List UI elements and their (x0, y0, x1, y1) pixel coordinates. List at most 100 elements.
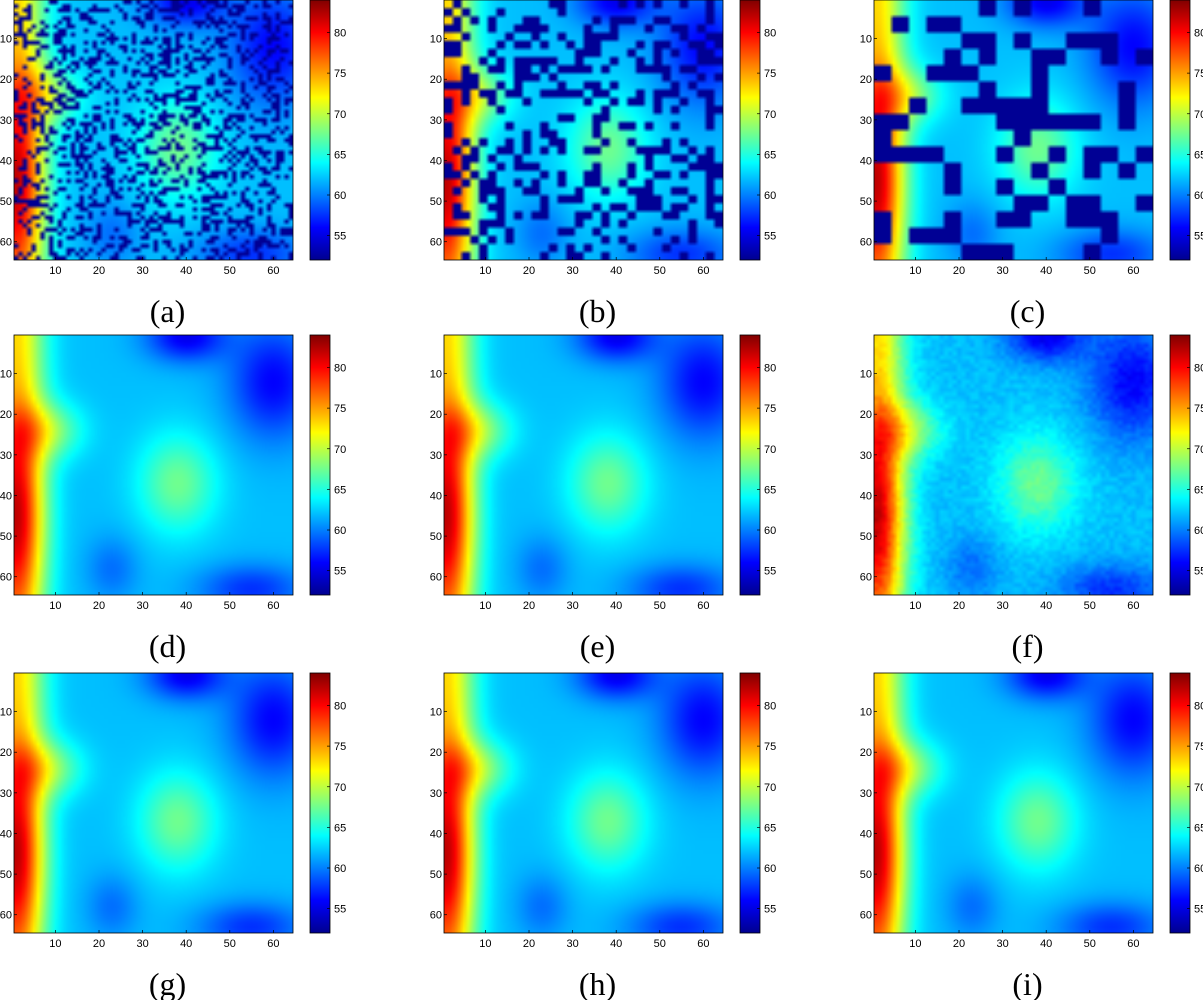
plot-frame (443, 0, 724, 261)
y-tick-label: 10 (0, 369, 12, 381)
y-tick-label: 20 (430, 747, 442, 759)
panel-caption: (f) (1012, 628, 1044, 664)
x-tick-label: 60 (697, 600, 709, 612)
panel-caption: (e) (580, 628, 616, 664)
plot-frame (443, 672, 724, 934)
y-tick-label: 10 (430, 369, 442, 381)
colorbar-tick-label: 60 (334, 863, 346, 875)
y-tick-label: 40 (860, 490, 872, 502)
y-tick-label: 20 (430, 409, 442, 421)
x-tick-label: 40 (610, 938, 622, 950)
x-tick-label: 40 (610, 600, 622, 612)
colorbar (309, 334, 331, 596)
y-tick-label: 30 (860, 450, 872, 462)
x-tick-label: 10 (479, 265, 491, 277)
colorbar-tick-label: 65 (1194, 822, 1203, 834)
colorbar-tick-label: 55 (764, 566, 776, 578)
x-tick-label: 20 (523, 938, 535, 950)
colorbar-tick-label: 60 (764, 525, 776, 537)
y-tick-label: 50 (0, 869, 12, 881)
colorbar-tick-label: 60 (1194, 863, 1203, 875)
colorbar-tick-label: 65 (334, 822, 346, 834)
colorbar-tick-label: 75 (764, 68, 776, 80)
y-tick-label: 20 (0, 747, 12, 759)
x-tick-label: 50 (1084, 265, 1096, 277)
panel-g: 10 20 30 40 50 60 10 20 30 40 50 60 55 60 65 70 75 80 (g) (0, 672, 346, 1000)
y-tick-label: 60 (430, 237, 442, 249)
colorbar-tick-label: 75 (1194, 403, 1203, 415)
panel-a: 10 20 30 40 50 60 10 20 30 40 50 60 55 60 65 70 75 80 (a) (0, 0, 346, 329)
colorbar-tick-label: 65 (764, 149, 776, 161)
x-tick-label: 60 (267, 600, 279, 612)
panel-caption: (g) (149, 966, 186, 1000)
y-tick-label: 50 (430, 196, 442, 208)
plot-frame (13, 0, 294, 261)
y-tick-label: 40 (860, 155, 872, 167)
y-tick-label: 30 (430, 450, 442, 462)
x-tick-label: 40 (180, 600, 192, 612)
heatmap-image (14, 0, 293, 260)
y-tick-label: 10 (430, 34, 442, 46)
x-tick-label: 10 (49, 600, 61, 612)
x-tick-label: 20 (93, 600, 105, 612)
panel-b: 10 20 30 40 50 60 10 20 30 40 50 60 55 60 65 70 75 80 (b) (430, 0, 776, 329)
heatmap-image (444, 673, 723, 933)
colorbar-tick-label: 70 (334, 444, 346, 456)
colorbar-tick-label: 80 (334, 701, 346, 713)
x-tick-label: 30 (996, 938, 1008, 950)
y-tick-label: 10 (860, 34, 872, 46)
panel-e: 10 20 30 40 50 60 10 20 30 40 50 60 55 60 65 70 75 80 (e) (430, 334, 776, 664)
colorbar-tick-label: 70 (764, 782, 776, 794)
colorbar-tick-label: 70 (764, 444, 776, 456)
colorbar-tick-label: 75 (764, 741, 776, 753)
x-tick-label: 20 (93, 265, 105, 277)
heatmap-image (14, 673, 293, 933)
x-tick-label: 50 (224, 938, 236, 950)
x-tick-label: 60 (267, 265, 279, 277)
x-tick-label: 50 (654, 265, 666, 277)
colorbar-tick-label: 65 (334, 149, 346, 161)
y-tick-label: 10 (860, 707, 872, 719)
y-tick-label: 40 (860, 828, 872, 840)
y-tick-label: 40 (430, 155, 442, 167)
panel-caption: (d) (149, 628, 186, 664)
x-tick-label: 50 (654, 938, 666, 950)
plot-frame (13, 672, 294, 934)
colorbar-tick-label: 55 (334, 904, 346, 916)
panel-c: 10 20 30 40 50 60 10 20 30 40 50 60 55 60 65 70 75 80 (c) (860, 0, 1203, 329)
plot-frame (443, 334, 724, 596)
y-tick-label: 40 (0, 828, 12, 840)
x-tick-label: 30 (136, 265, 148, 277)
colorbar-tick-label: 80 (1194, 363, 1203, 375)
x-tick-label: 40 (1040, 265, 1052, 277)
y-tick-label: 60 (430, 572, 442, 584)
x-tick-label: 40 (180, 265, 192, 277)
panel-caption: (h) (579, 966, 616, 1000)
y-tick-label: 60 (430, 910, 442, 922)
x-tick-label: 10 (479, 938, 491, 950)
x-tick-label: 10 (49, 265, 61, 277)
y-tick-label: 50 (0, 196, 12, 208)
colorbar-tick-label: 70 (1194, 782, 1203, 794)
x-tick-label: 10 (909, 600, 921, 612)
x-tick-label: 60 (697, 265, 709, 277)
colorbar-tick-label: 60 (1194, 190, 1203, 202)
panel-caption: (b) (579, 293, 616, 329)
colorbar-tick-label: 75 (1194, 68, 1203, 80)
x-tick-label: 60 (1127, 265, 1139, 277)
y-tick-label: 40 (0, 155, 12, 167)
x-tick-label: 10 (49, 938, 61, 950)
x-tick-label: 20 (953, 600, 965, 612)
heatmap-image (14, 335, 293, 595)
y-tick-label: 20 (860, 747, 872, 759)
colorbar-tick-label: 75 (334, 741, 346, 753)
colorbar-tick-label: 70 (764, 109, 776, 121)
colorbar (309, 0, 331, 261)
panel-caption: (c) (1010, 293, 1046, 329)
y-tick-label: 60 (860, 237, 872, 249)
colorbar-tick-label: 55 (1194, 231, 1203, 243)
y-tick-label: 50 (860, 196, 872, 208)
x-tick-label: 60 (697, 938, 709, 950)
x-tick-label: 50 (1084, 600, 1096, 612)
colorbar-tick-label: 70 (1194, 109, 1203, 121)
